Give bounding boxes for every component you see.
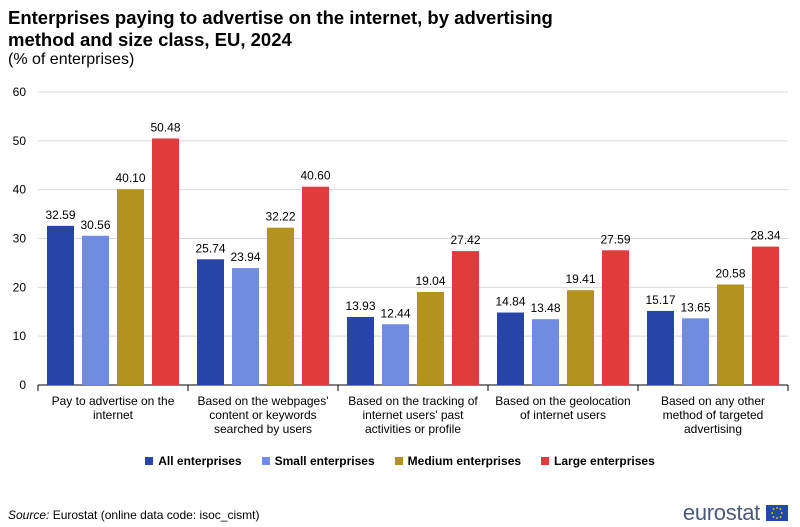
legend-label-all: All enterprises bbox=[158, 454, 242, 468]
x-category-label: Based on the tracking of bbox=[348, 394, 478, 408]
data-label: 19.41 bbox=[565, 272, 595, 286]
bar bbox=[117, 189, 144, 385]
bar bbox=[717, 284, 744, 385]
x-category-label: Based on any other bbox=[661, 394, 765, 408]
legend: All enterprises Small enterprises Medium… bbox=[0, 454, 800, 468]
bar-chart: 0 10 20 30 40 50 60 32.59 30.56 40.10 50.48 Pay to … bbox=[13, 85, 789, 436]
legend-swatch-small bbox=[261, 457, 270, 465]
data-label: 23.94 bbox=[230, 250, 260, 264]
eu-flag-icon bbox=[766, 505, 788, 521]
x-category-label: activities or profile bbox=[365, 422, 461, 436]
legend-label-medium: Medium enterprises bbox=[407, 454, 522, 468]
y-tick-label: 10 bbox=[13, 329, 27, 343]
data-label: 27.59 bbox=[600, 232, 630, 246]
data-label: 27.42 bbox=[450, 233, 480, 247]
legend-item-all: All enterprises bbox=[145, 454, 242, 468]
data-label: 19.04 bbox=[415, 274, 445, 288]
bar bbox=[417, 292, 444, 385]
bar bbox=[532, 319, 559, 385]
x-category-label: advertising bbox=[684, 422, 742, 436]
chart-title: Enterprises paying to advertise on the i… bbox=[8, 7, 553, 50]
source-text: Eurostat (online data code: isoc_cismt) bbox=[52, 508, 260, 522]
source-note: Source: Eurostat (online data code: isoc… bbox=[8, 508, 259, 522]
data-label: 32.22 bbox=[265, 210, 295, 224]
data-label: 14.84 bbox=[495, 295, 525, 309]
y-tick-label: 40 bbox=[13, 183, 27, 197]
eurostat-logo: eurostat bbox=[683, 500, 788, 526]
legend-swatch-large bbox=[541, 457, 550, 465]
data-label: 25.74 bbox=[195, 241, 225, 255]
y-tick-label: 0 bbox=[19, 378, 26, 392]
bar bbox=[197, 259, 224, 385]
data-label: 40.10 bbox=[115, 171, 145, 185]
legend-label-large: Large enterprises bbox=[554, 454, 655, 468]
x-category-label: of internet users bbox=[520, 408, 606, 422]
x-category-label: content or keywords bbox=[209, 408, 316, 422]
data-label: 13.48 bbox=[530, 301, 560, 315]
chart-subtitle: (% of enterprises) bbox=[8, 51, 135, 68]
source-label: Source: bbox=[8, 508, 50, 522]
data-label: 32.59 bbox=[45, 208, 75, 222]
bar bbox=[232, 268, 259, 385]
y-tick-label: 50 bbox=[13, 134, 27, 148]
data-label: 28.34 bbox=[750, 229, 780, 243]
bar bbox=[47, 225, 74, 385]
bar bbox=[602, 250, 629, 385]
bar bbox=[302, 186, 329, 385]
bar bbox=[497, 312, 524, 385]
bar bbox=[567, 290, 594, 385]
x-category-label: Based on the geolocation bbox=[495, 394, 630, 408]
bar bbox=[347, 316, 374, 385]
logo-text: eurostat bbox=[682, 500, 760, 525]
bar bbox=[647, 310, 674, 385]
data-label: 12.44 bbox=[380, 306, 410, 320]
bar bbox=[752, 246, 779, 385]
x-category-label: Pay to advertise on the bbox=[52, 394, 175, 408]
legend-swatch-medium bbox=[394, 457, 403, 465]
legend-item-small: Small enterprises bbox=[261, 454, 375, 468]
x-category-label: internet users' past bbox=[362, 408, 464, 422]
legend-item-medium: Medium enterprises bbox=[394, 454, 522, 468]
data-label: 50.48 bbox=[150, 120, 180, 134]
data-label: 40.60 bbox=[300, 169, 330, 183]
x-category-label: Based on the webpages' bbox=[197, 394, 328, 408]
x-category-label: searched by users bbox=[214, 422, 312, 436]
data-label: 13.65 bbox=[680, 300, 710, 314]
bar bbox=[452, 251, 479, 385]
x-category-label: internet bbox=[93, 408, 134, 422]
x-category-label: method of targeted bbox=[663, 408, 764, 422]
bar bbox=[152, 138, 179, 385]
data-label: 20.58 bbox=[715, 267, 745, 281]
legend-swatch-all bbox=[145, 457, 154, 465]
bar bbox=[382, 324, 409, 385]
y-tick-label: 20 bbox=[13, 280, 27, 294]
bar bbox=[82, 235, 109, 385]
bar bbox=[682, 318, 709, 385]
bar bbox=[267, 227, 294, 385]
data-label: 30.56 bbox=[80, 218, 110, 232]
y-tick-label: 60 bbox=[13, 85, 27, 99]
data-label: 15.17 bbox=[645, 293, 675, 307]
data-label: 13.93 bbox=[345, 299, 375, 313]
legend-item-large: Large enterprises bbox=[541, 454, 655, 468]
y-tick-label: 30 bbox=[13, 232, 27, 246]
legend-label-small: Small enterprises bbox=[274, 454, 375, 468]
